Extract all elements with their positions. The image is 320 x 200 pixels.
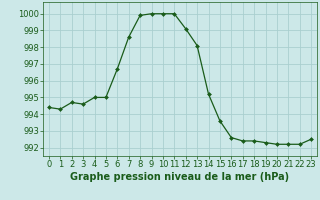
X-axis label: Graphe pression niveau de la mer (hPa): Graphe pression niveau de la mer (hPa) <box>70 172 290 182</box>
